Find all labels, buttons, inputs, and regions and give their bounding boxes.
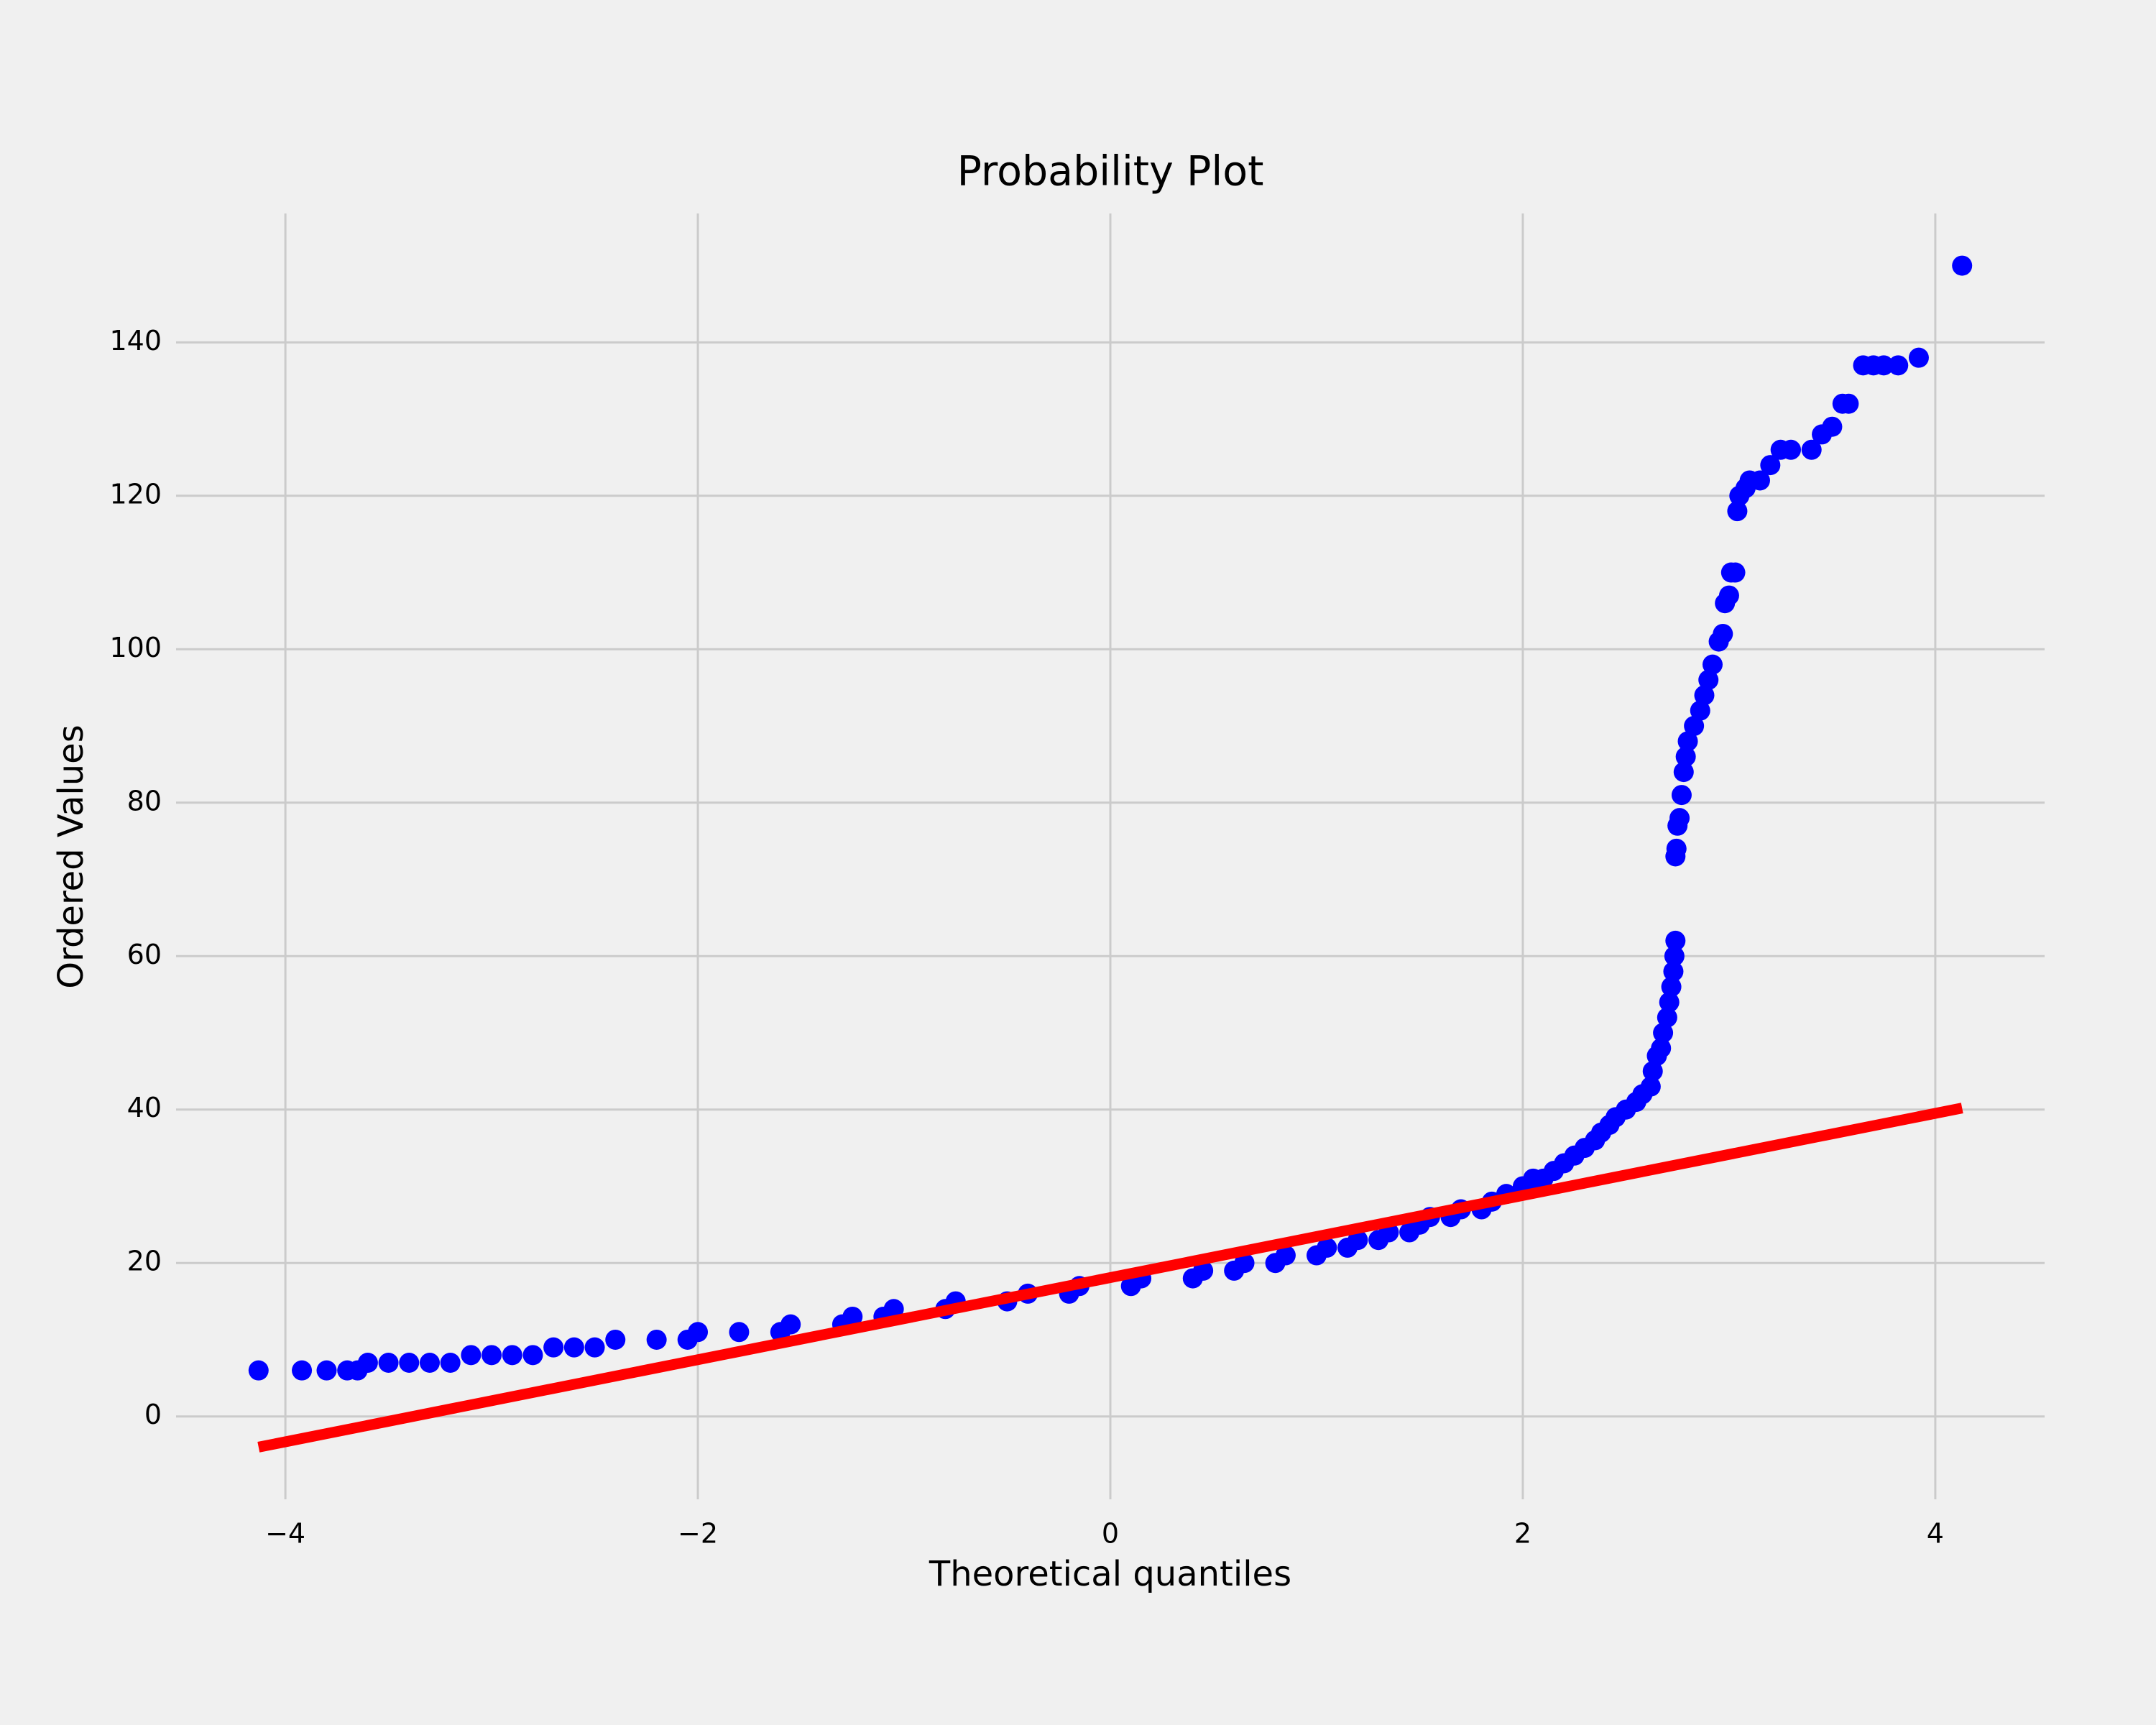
point: [1666, 838, 1687, 859]
point: [1952, 255, 1973, 276]
point: [1690, 700, 1710, 721]
point: [1657, 1007, 1677, 1028]
point: [378, 1352, 399, 1373]
point: [482, 1345, 502, 1366]
point: [461, 1345, 482, 1366]
x-tick-label: 0: [1102, 1518, 1119, 1550]
point: [1677, 731, 1698, 752]
point: [1665, 930, 1686, 951]
point: [419, 1352, 440, 1373]
x-tick-label: −4: [265, 1518, 305, 1550]
point: [1193, 1260, 1214, 1281]
point: [1801, 439, 1822, 460]
point: [1684, 716, 1705, 737]
point: [1727, 501, 1748, 522]
point: [1642, 1061, 1663, 1082]
point: [292, 1360, 313, 1381]
fit-line: [257, 1103, 1963, 1453]
point: [1661, 976, 1682, 997]
point: [1713, 623, 1733, 644]
point: [842, 1306, 863, 1327]
y-tick-label: 60: [127, 939, 162, 970]
x-tick-label: −2: [678, 1518, 718, 1550]
point: [399, 1352, 420, 1373]
point: [1664, 946, 1685, 967]
point: [688, 1322, 709, 1343]
point: [646, 1329, 667, 1350]
point: [522, 1345, 543, 1366]
point: [1275, 1245, 1296, 1266]
x-axis-label: Theoretical quantiles: [929, 1554, 1291, 1594]
point: [1822, 416, 1843, 437]
point: [1653, 1023, 1674, 1044]
point: [605, 1329, 626, 1350]
point: [1675, 746, 1696, 767]
point: [1725, 562, 1746, 583]
point: [729, 1322, 750, 1343]
point: [1651, 1038, 1672, 1059]
point: [1874, 355, 1894, 376]
y-tick-label: 80: [127, 785, 162, 816]
point: [543, 1337, 564, 1358]
point: [584, 1337, 605, 1358]
point: [1781, 439, 1802, 460]
point: [1671, 785, 1692, 806]
point: [1838, 393, 1859, 414]
point: [1749, 470, 1770, 491]
point: [563, 1337, 584, 1358]
point: [1694, 685, 1715, 706]
point: [1673, 762, 1694, 783]
point: [1760, 455, 1781, 476]
chart-title: Probability Plot: [957, 148, 1264, 196]
y-axis-label: Ordered Values: [51, 724, 91, 988]
point: [1669, 808, 1690, 829]
point: [248, 1360, 269, 1381]
point: [1234, 1253, 1255, 1274]
point: [1348, 1230, 1368, 1251]
point: [1663, 961, 1684, 982]
x-tick-label: 4: [1927, 1518, 1944, 1550]
y-tick-label: 20: [127, 1246, 162, 1277]
point: [1908, 347, 1929, 368]
y-tick-label: 120: [109, 478, 162, 510]
point: [502, 1345, 522, 1366]
y-tick-label: 140: [109, 325, 162, 356]
point: [1718, 585, 1739, 606]
y-tick-label: 40: [127, 1092, 162, 1123]
point: [440, 1352, 461, 1373]
point: [316, 1360, 337, 1381]
x-tick-label: 2: [1514, 1518, 1531, 1550]
point: [1317, 1237, 1337, 1258]
point: [1702, 654, 1723, 675]
point: [1888, 355, 1909, 376]
point: [1659, 992, 1680, 1013]
point: [357, 1352, 378, 1373]
point: [780, 1314, 801, 1335]
point: [883, 1299, 904, 1320]
point: [1640, 1076, 1661, 1097]
point: [1698, 669, 1719, 690]
y-tick-label: 0: [144, 1399, 162, 1430]
y-tick-label: 100: [109, 632, 162, 663]
